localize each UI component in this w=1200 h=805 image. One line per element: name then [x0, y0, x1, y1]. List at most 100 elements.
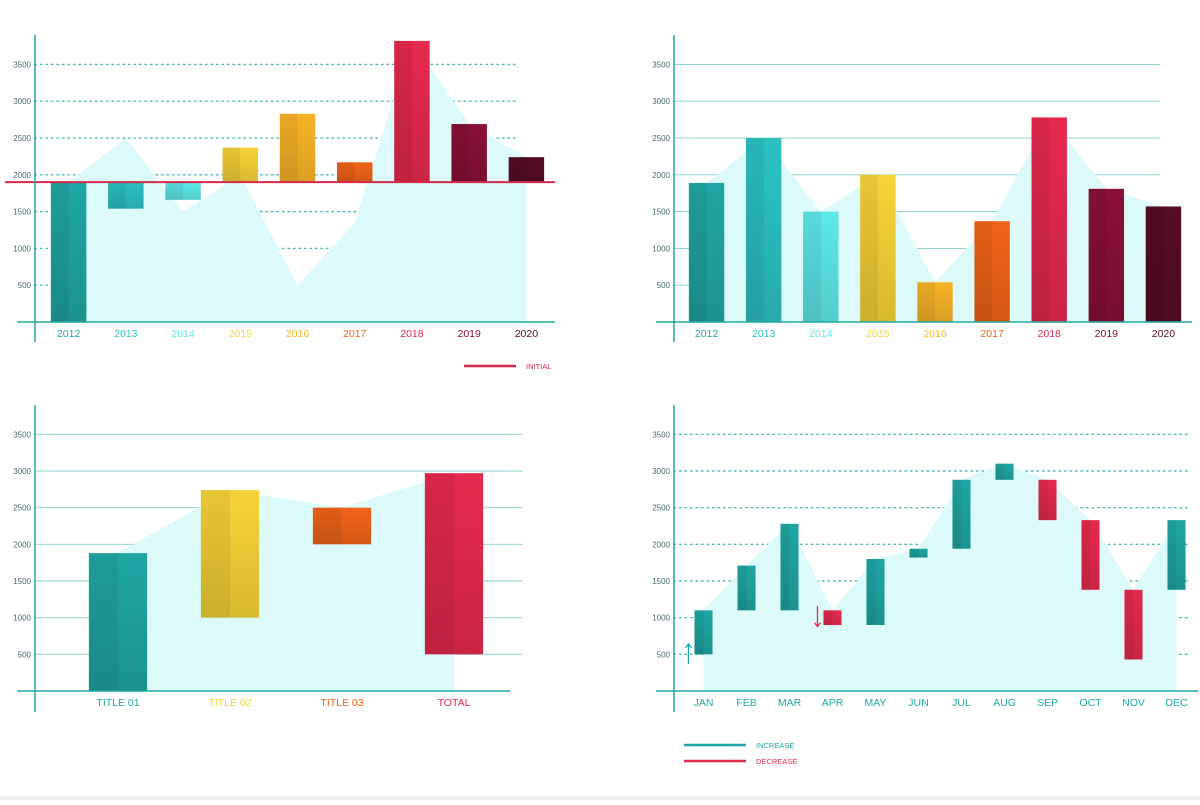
bar-2018: [394, 40, 430, 183]
y-tick-label: 2000: [652, 171, 670, 180]
bar-aug: [995, 463, 1014, 480]
y-tick-label: 500: [657, 650, 671, 659]
y-tick-label: 1500: [652, 208, 670, 217]
bar-shade: [336, 162, 355, 183]
bar-shade: [917, 282, 935, 322]
y-tick-label: 2500: [13, 134, 31, 143]
bar-2019: [451, 124, 487, 183]
y-tick-label: 2500: [652, 134, 670, 143]
x-tick-label: 2017: [980, 328, 1004, 340]
y-tick-label: 1500: [13, 208, 31, 217]
bar-2016: [279, 113, 316, 183]
bar-2016: [917, 282, 953, 322]
bar-shade: [1088, 188, 1107, 322]
increase-arrow-icon: [684, 643, 692, 664]
bar-total: [424, 473, 484, 655]
bar-sep: [1038, 479, 1057, 521]
bar-2014: [803, 211, 839, 322]
x-tick-label: 2015: [229, 328, 253, 340]
x-tick-label: JAN: [694, 697, 714, 709]
background-area: [703, 463, 1177, 691]
bar-shade: [952, 479, 962, 549]
bar-shade: [1038, 479, 1048, 521]
x-tick-label: TITLE 03: [320, 697, 363, 709]
bar-2015: [860, 174, 896, 322]
x-tick-label: TITLE 02: [208, 697, 251, 709]
bar-title-01: [88, 553, 148, 691]
x-tick-label: 2019: [457, 328, 481, 340]
x-tick-label: OCT: [1079, 697, 1102, 709]
bar-shade: [823, 610, 833, 625]
bar-shade: [200, 490, 230, 618]
bar-2020: [1145, 206, 1182, 322]
y-tick-label: 2000: [652, 540, 670, 549]
y-tick-label: 1000: [652, 614, 670, 623]
bar-shade: [222, 147, 241, 183]
bar-shade: [866, 559, 876, 625]
bar-shade: [1081, 520, 1091, 590]
x-tick-label: JUL: [952, 697, 971, 709]
x-tick-label: NOV: [1122, 697, 1145, 709]
bar-2017: [336, 162, 373, 183]
x-tick-label: 2020: [515, 328, 539, 340]
bar-shade: [88, 553, 118, 691]
bar-shade: [995, 463, 1005, 480]
x-tick-label: 2016: [286, 328, 310, 340]
y-tick-label: 1000: [13, 244, 31, 253]
y-tick-label: 3000: [652, 97, 670, 106]
bar-shade: [909, 548, 919, 558]
bar-shade: [50, 182, 69, 322]
x-tick-label: MAR: [778, 697, 802, 709]
bar-shade: [312, 507, 342, 545]
x-tick-label: 2019: [1095, 328, 1119, 340]
chart-1: 500 1000 1500 2000 2500 3000 3500 2012 2013 2014 2…: [5, 35, 555, 371]
chart-2: 500 1000 1500 2000 2500 3000 3500 2012 2013 2014 2…: [652, 35, 1192, 342]
bar-shade: [974, 221, 993, 322]
bar-2012: [50, 182, 87, 322]
bar-2013: [108, 182, 144, 209]
bar-2018: [1031, 117, 1067, 323]
bar-2013: [745, 138, 782, 322]
y-tick-label: 3000: [13, 467, 31, 476]
y-tick-label: 2000: [13, 171, 31, 180]
y-tick-label: 2000: [13, 540, 31, 549]
legend-label: INCREASE: [756, 741, 794, 750]
x-tick-label: FEB: [736, 697, 756, 709]
y-tick-label: 500: [18, 281, 32, 290]
y-tick-label: 1500: [652, 577, 670, 586]
bar-shade: [1124, 589, 1134, 660]
bar-oct: [1081, 520, 1100, 590]
bar-may: [866, 559, 885, 625]
y-tick-label: 2500: [13, 504, 31, 513]
x-tick-label: TOTAL: [438, 697, 471, 709]
y-tick-label: 3000: [13, 97, 31, 106]
bar-jun: [909, 548, 928, 558]
y-tick-label: 3500: [652, 60, 670, 69]
bar-shade: [424, 473, 454, 655]
x-tick-label: APR: [822, 697, 844, 709]
y-tick-label: 1500: [13, 577, 31, 586]
bar-shade: [1145, 206, 1164, 322]
x-tick-label: DEC: [1165, 697, 1188, 709]
bar-dec: [1167, 520, 1186, 590]
y-tick-label: 500: [657, 281, 671, 290]
bar-2014: [165, 182, 201, 200]
bar-shade: [803, 211, 821, 322]
bar-mar: [780, 523, 799, 611]
bar-apr: [823, 610, 842, 625]
bar-shade: [1167, 520, 1177, 590]
legend-label: DECREASE: [756, 757, 797, 766]
bar-shade: [694, 610, 704, 655]
background-area: [118, 473, 454, 691]
bar-shade: [394, 40, 412, 183]
x-tick-label: 2013: [114, 328, 138, 340]
x-tick-label: 2012: [57, 328, 81, 340]
x-tick-label: TITLE 01: [96, 697, 139, 709]
bar-shade: [279, 113, 298, 183]
y-tick-label: 1000: [652, 244, 670, 253]
bar-shade: [860, 174, 878, 322]
bar-2017: [974, 221, 1010, 322]
bar-title-02: [200, 490, 260, 618]
